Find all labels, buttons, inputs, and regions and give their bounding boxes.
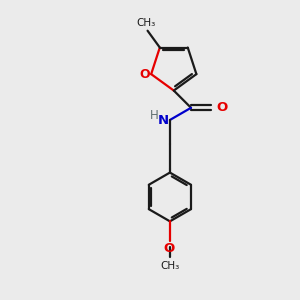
Text: N: N bbox=[157, 114, 168, 128]
Text: O: O bbox=[164, 242, 175, 255]
Text: O: O bbox=[217, 101, 228, 114]
Text: CH₃: CH₃ bbox=[136, 18, 156, 28]
Text: O: O bbox=[139, 68, 150, 81]
Text: CH₃: CH₃ bbox=[160, 261, 179, 271]
Text: H: H bbox=[150, 109, 159, 122]
